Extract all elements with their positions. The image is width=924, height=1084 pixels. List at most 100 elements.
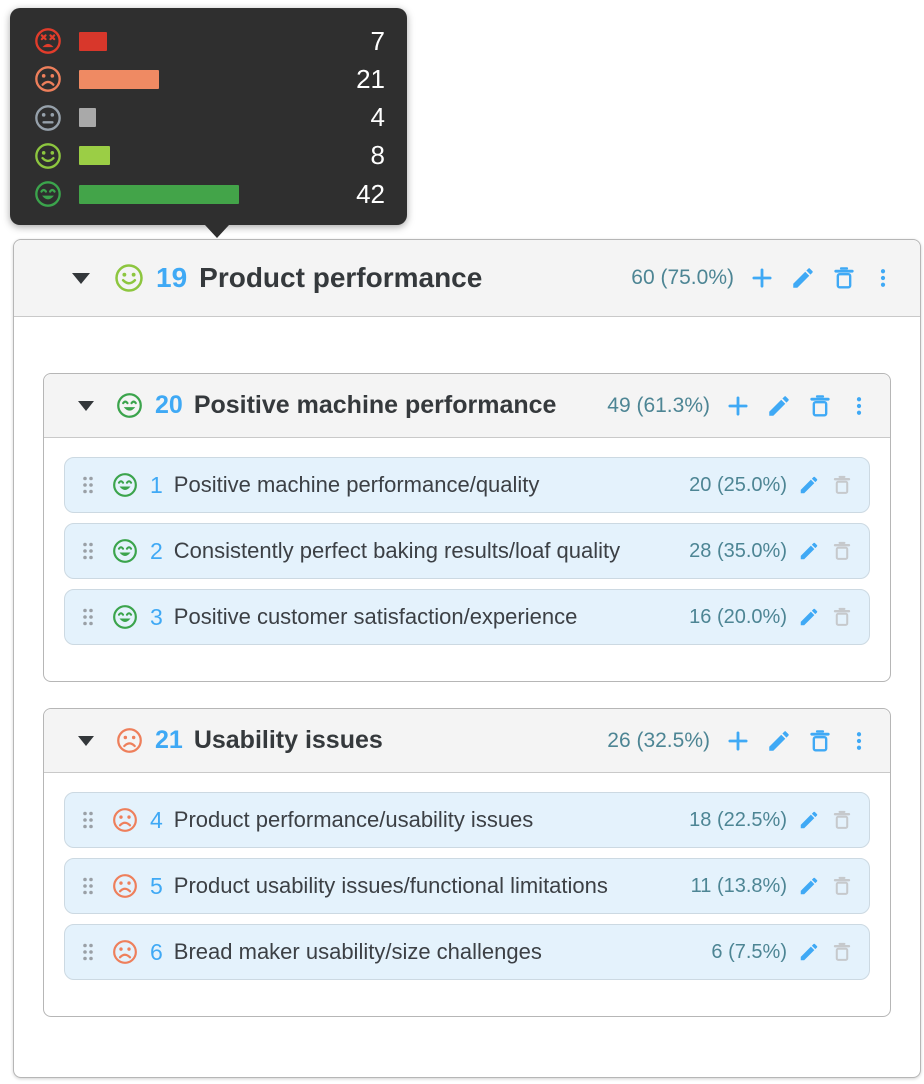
plus-icon — [749, 265, 775, 291]
subtheme-card-positive-machine-performance: 20 Positive machine performance 49 (61.3… — [43, 373, 891, 682]
more-options-button[interactable] — [848, 729, 870, 753]
drag-handle-icon[interactable] — [81, 876, 95, 896]
drag-handle-icon[interactable] — [81, 942, 95, 962]
very-positive-count: 42 — [356, 178, 385, 209]
theme-title: Product performance — [199, 262, 483, 293]
trash-icon — [831, 540, 853, 562]
subtheme-title: Positive machine performance — [193, 391, 557, 419]
negative-bar — [79, 69, 159, 89]
code-stats: 6 (7.5%) — [711, 940, 787, 963]
theme-stats: 60 (75.0%) — [631, 266, 734, 289]
code-label: Positive machine performance/quality — [173, 472, 540, 498]
pencil-icon — [798, 540, 820, 562]
drag-handle-icon[interactable] — [81, 475, 95, 495]
plus-icon — [725, 728, 751, 754]
add-button[interactable] — [749, 265, 775, 291]
subtheme-header[interactable]: 20 Positive machine performance 49 (61.3… — [44, 374, 890, 438]
sad-emoji-icon — [112, 939, 138, 965]
grin-emoji-icon — [112, 538, 138, 564]
kebab-icon — [848, 394, 870, 418]
delete-button[interactable] — [831, 540, 853, 562]
drag-handle-icon[interactable] — [81, 810, 95, 830]
pencil-icon — [798, 474, 820, 496]
trash-icon — [831, 474, 853, 496]
add-button[interactable] — [725, 728, 751, 754]
code-row[interactable]: 2 Consistently perfect baking results/lo… — [64, 523, 870, 579]
code-row[interactable]: 6 Bread maker usability/size challenges … — [64, 924, 870, 980]
subtheme-title: Usability issues — [193, 726, 383, 754]
positive-count: 8 — [370, 140, 385, 171]
trash-icon — [807, 393, 833, 419]
more-options-button[interactable] — [872, 266, 894, 290]
subtheme-header[interactable]: 21 Usability issues 26 (32.5%) — [44, 709, 890, 773]
sentiment-tooltip: 7 21 4 8 42 — [10, 8, 407, 238]
delete-button[interactable] — [831, 474, 853, 496]
delete-button[interactable] — [831, 875, 853, 897]
code-row[interactable]: 4 Product performance/usability issues 1… — [64, 792, 870, 848]
pencil-icon — [798, 941, 820, 963]
edit-button[interactable] — [766, 728, 792, 754]
edit-button[interactable] — [798, 540, 820, 562]
positive-emoji-icon — [34, 142, 62, 170]
edit-button[interactable] — [798, 474, 820, 496]
delete-button[interactable] — [831, 941, 853, 963]
edit-button[interactable] — [766, 393, 792, 419]
delete-button[interactable] — [807, 728, 833, 754]
collapse-caret-icon[interactable] — [78, 400, 94, 411]
pencil-icon — [798, 875, 820, 897]
subtheme-card-usability-issues: 21 Usability issues 26 (32.5%) 4 Product… — [43, 708, 891, 1017]
sentiment-row-positive: 8 — [34, 139, 385, 173]
drag-handle-icon[interactable] — [81, 607, 95, 627]
code-row[interactable]: 1 Positive machine performance/quality 2… — [64, 457, 870, 513]
collapse-caret-icon[interactable] — [72, 272, 90, 284]
add-button[interactable] — [725, 393, 751, 419]
delete-button[interactable] — [807, 393, 833, 419]
plus-icon — [725, 393, 751, 419]
code-row[interactable]: 3 Positive customer satisfaction/experie… — [64, 589, 870, 645]
edit-button[interactable] — [790, 265, 816, 291]
more-options-button[interactable] — [848, 394, 870, 418]
code-row[interactable]: 5 Product usability issues/functional li… — [64, 858, 870, 914]
collapse-caret-icon[interactable] — [78, 735, 94, 746]
subtheme-id: 20 — [155, 391, 183, 419]
subtheme-stats: 26 (32.5%) — [607, 728, 710, 752]
negative-emoji-icon — [34, 65, 62, 93]
code-id: 2 — [150, 537, 163, 564]
edit-button[interactable] — [798, 809, 820, 831]
code-id: 5 — [150, 872, 163, 899]
delete-button[interactable] — [831, 265, 857, 291]
drag-handle-icon[interactable] — [81, 541, 95, 561]
very-negative-emoji-icon — [34, 27, 62, 55]
pencil-icon — [798, 606, 820, 628]
trash-icon — [831, 809, 853, 831]
kebab-icon — [872, 266, 894, 290]
edit-button[interactable] — [798, 941, 820, 963]
trash-icon — [831, 265, 857, 291]
code-label: Product performance/usability issues — [173, 807, 534, 833]
sentiment-row-neutral: 4 — [34, 101, 385, 135]
delete-button[interactable] — [831, 809, 853, 831]
pencil-icon — [766, 393, 792, 419]
code-label: Consistently perfect baking results/loaf… — [173, 538, 621, 564]
theme-header[interactable]: 19 Product performance 60 (75.0%) — [14, 240, 920, 317]
code-stats: 11 (13.8%) — [690, 874, 787, 897]
positive-bar — [79, 146, 110, 166]
neutral-count: 4 — [370, 102, 385, 132]
trash-icon — [831, 875, 853, 897]
edit-button[interactable] — [798, 606, 820, 628]
theme-id: 19 — [156, 262, 188, 293]
negative-count: 21 — [356, 63, 385, 94]
sad-emoji-icon — [116, 727, 143, 754]
very-positive-emoji-icon — [34, 180, 62, 208]
grin-emoji-icon — [112, 604, 138, 630]
very-negative-bar — [79, 31, 107, 51]
code-stats: 20 (25.0%) — [689, 473, 787, 496]
sad-emoji-icon — [112, 873, 138, 899]
sentiment-row-very-negative: 7 — [34, 24, 385, 58]
code-label: Bread maker usability/size challenges — [173, 939, 542, 965]
trash-icon — [807, 728, 833, 754]
delete-button[interactable] — [831, 606, 853, 628]
subtheme-id: 21 — [155, 726, 183, 754]
edit-button[interactable] — [798, 875, 820, 897]
theme-sentiment-smile-icon — [114, 263, 144, 293]
